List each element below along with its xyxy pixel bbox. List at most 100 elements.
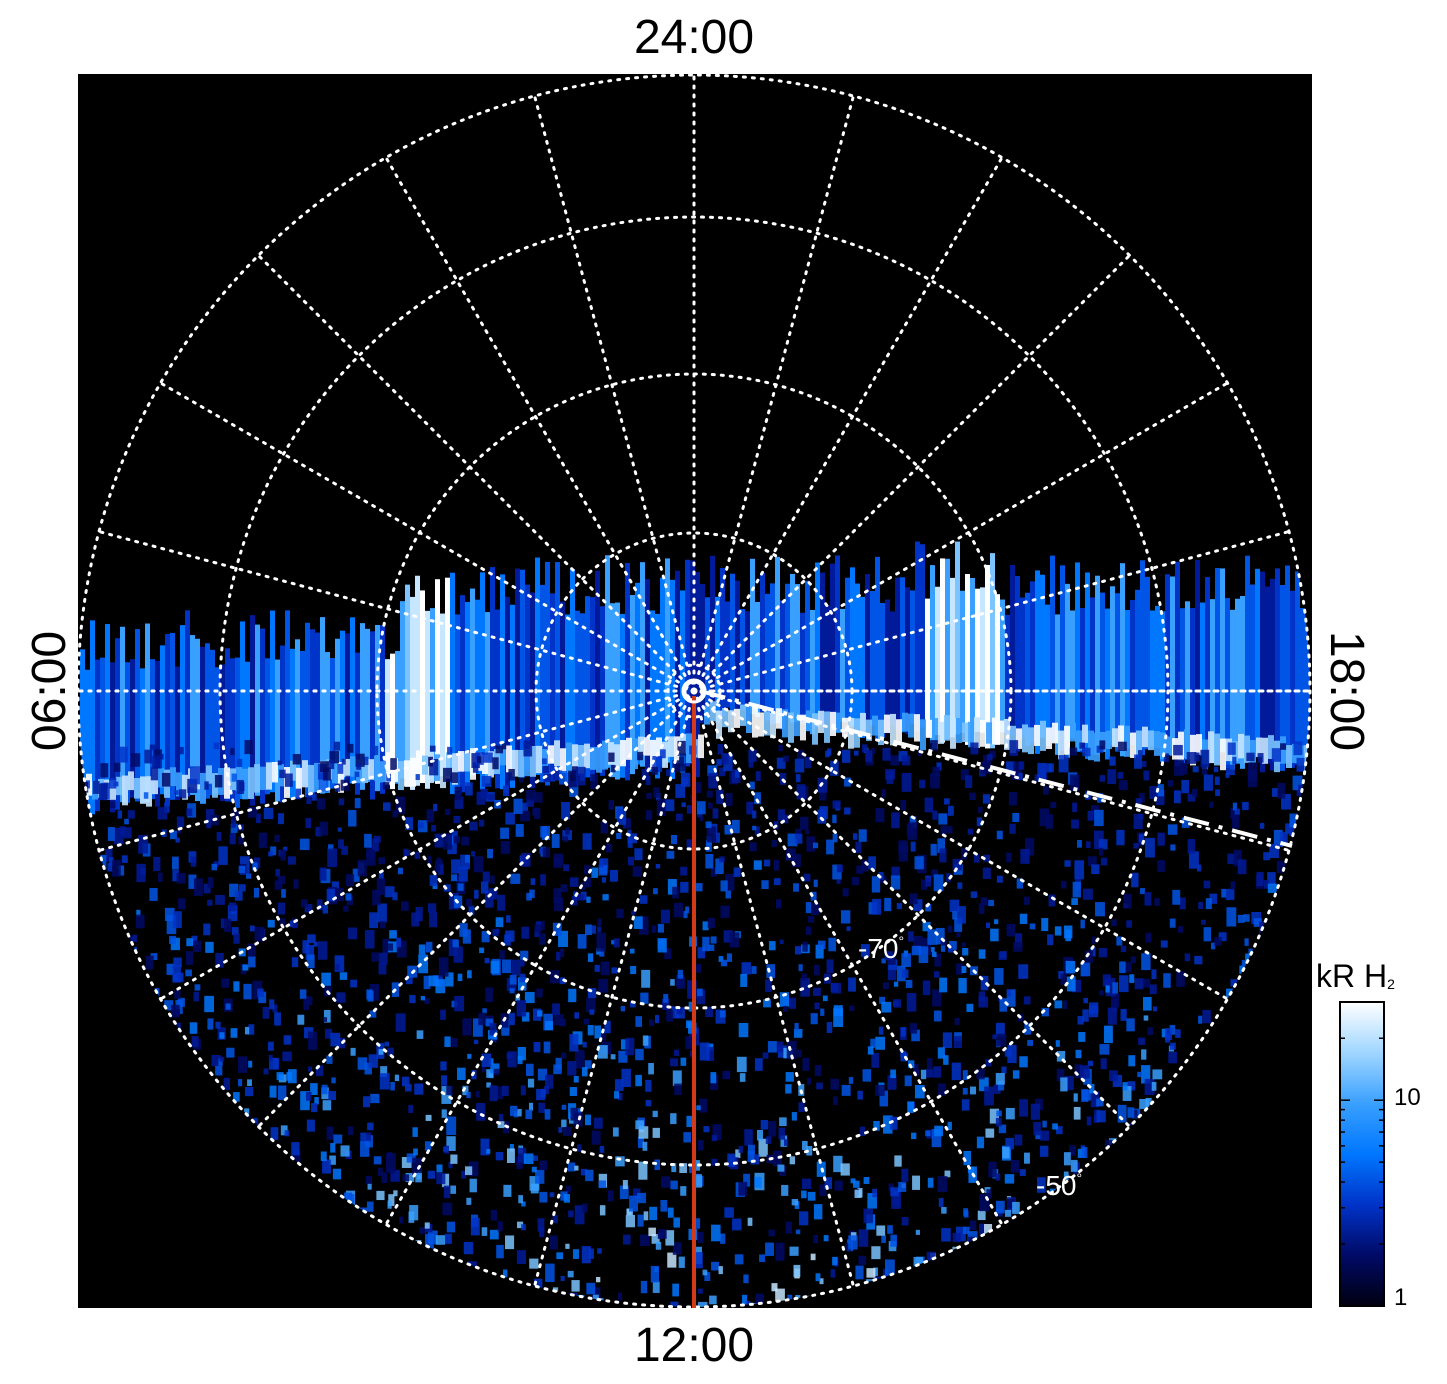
noise-pixel	[695, 883, 703, 892]
noise-pixel	[973, 854, 980, 863]
aurora-fringe	[1160, 732, 1166, 760]
noise-pixel	[982, 794, 991, 804]
noise-pixel	[318, 772, 329, 792]
noise-pixel	[216, 831, 222, 841]
noise-pixel	[335, 963, 340, 971]
aurora-streak	[1280, 585, 1285, 771]
noise-pixel	[1055, 1040, 1060, 1047]
aurora-fringe	[1154, 731, 1160, 756]
noise-pixel	[453, 835, 461, 844]
aurora-streak	[435, 579, 440, 784]
noise-pixel	[814, 1064, 822, 1076]
noise-pixel	[390, 758, 397, 770]
noise-pixel	[348, 810, 357, 827]
aurora-fringe	[350, 756, 356, 777]
noise-pixel	[465, 782, 473, 796]
aurora-fringe	[500, 744, 506, 766]
noise-pixel	[357, 859, 367, 877]
noise-pixel	[777, 809, 785, 821]
noise-pixel	[108, 857, 114, 866]
noise-pixel	[132, 934, 138, 942]
noise-pixel	[310, 1083, 318, 1095]
noise-pixel	[462, 1085, 469, 1096]
noise-pixel	[625, 1214, 635, 1228]
noise-pixel	[776, 1041, 784, 1053]
noise-pixel	[1048, 894, 1056, 907]
noise-pixel	[554, 897, 564, 912]
noise-pixel	[814, 1002, 820, 1010]
noise-pixel	[553, 888, 562, 903]
noise-pixel	[768, 941, 776, 951]
noise-pixel	[667, 1252, 677, 1268]
noise-pixel	[286, 1072, 292, 1081]
noise-pixel	[927, 929, 938, 945]
noise-pixel	[632, 1188, 641, 1199]
noise-pixel	[793, 883, 799, 892]
aurora-fringe	[872, 715, 878, 736]
noise-pixel	[786, 848, 796, 861]
noise-pixel	[331, 1077, 336, 1084]
noise-pixel	[1152, 1069, 1163, 1080]
aurora-streak	[895, 577, 900, 731]
noise-pixel	[387, 1200, 392, 1209]
noise-pixel	[444, 808, 451, 816]
noise-pixel	[1233, 849, 1242, 867]
noise-pixel	[509, 1143, 514, 1152]
noise-pixel	[789, 1156, 796, 1165]
noise-pixel	[901, 1168, 909, 1182]
aurora-streak	[1250, 584, 1255, 756]
aurora-fringe	[626, 737, 632, 760]
noise-pixel	[878, 872, 884, 880]
noise-pixel	[414, 1083, 424, 1095]
noise-pixel	[648, 1063, 654, 1075]
noise-pixel	[127, 810, 135, 819]
noise-pixel	[325, 1028, 333, 1039]
noise-pixel	[891, 866, 900, 879]
noise-pixel	[940, 938, 947, 946]
noise-pixel	[693, 781, 702, 794]
aurora-streak	[665, 558, 670, 763]
noise-pixel	[228, 902, 237, 912]
noise-pixel	[534, 924, 542, 933]
noise-pixel	[830, 1269, 836, 1278]
noise-pixel	[607, 1190, 614, 1202]
noise-pixel	[1103, 1025, 1113, 1044]
noise-pixel	[345, 775, 351, 782]
noise-pixel	[330, 1143, 336, 1153]
aurora-fringe	[698, 734, 704, 759]
noise-pixel	[462, 929, 471, 944]
noise-pixel	[488, 888, 498, 900]
noise-pixel	[571, 1280, 580, 1292]
meridian-line	[692, 689, 855, 1288]
aurora-streak	[1290, 590, 1295, 768]
noise-pixel	[1004, 1174, 1015, 1184]
noise-pixel	[949, 899, 960, 912]
noise-pixel	[1076, 839, 1082, 848]
noise-pixel	[693, 1218, 701, 1229]
noise-pixel	[159, 753, 164, 760]
noise-pixel	[574, 1165, 579, 1171]
noise-pixel	[705, 1006, 714, 1018]
noise-pixel	[419, 1227, 426, 1234]
noise-pixel	[521, 1201, 526, 1207]
noise-pixel	[113, 827, 124, 845]
aurora-fringe	[368, 759, 374, 780]
noise-pixel	[1154, 898, 1160, 906]
noise-pixel	[279, 769, 286, 779]
noise-pixel	[1006, 989, 1016, 1007]
noise-pixel	[748, 759, 754, 768]
noise-pixel	[661, 1176, 671, 1188]
aurora-streak	[100, 657, 105, 800]
noise-pixel	[258, 832, 268, 849]
noise-pixel	[1257, 753, 1264, 763]
noise-pixel	[1058, 755, 1069, 773]
noise-pixel	[440, 1009, 446, 1020]
noise-pixel	[315, 826, 323, 837]
aurora-fringe	[878, 719, 884, 746]
noise-pixel	[749, 842, 757, 852]
noise-pixel	[537, 1068, 548, 1081]
noise-pixel	[248, 1024, 255, 1035]
noise-pixel	[724, 1207, 734, 1218]
noise-pixel	[1202, 1009, 1211, 1024]
noise-pixel	[341, 846, 349, 855]
